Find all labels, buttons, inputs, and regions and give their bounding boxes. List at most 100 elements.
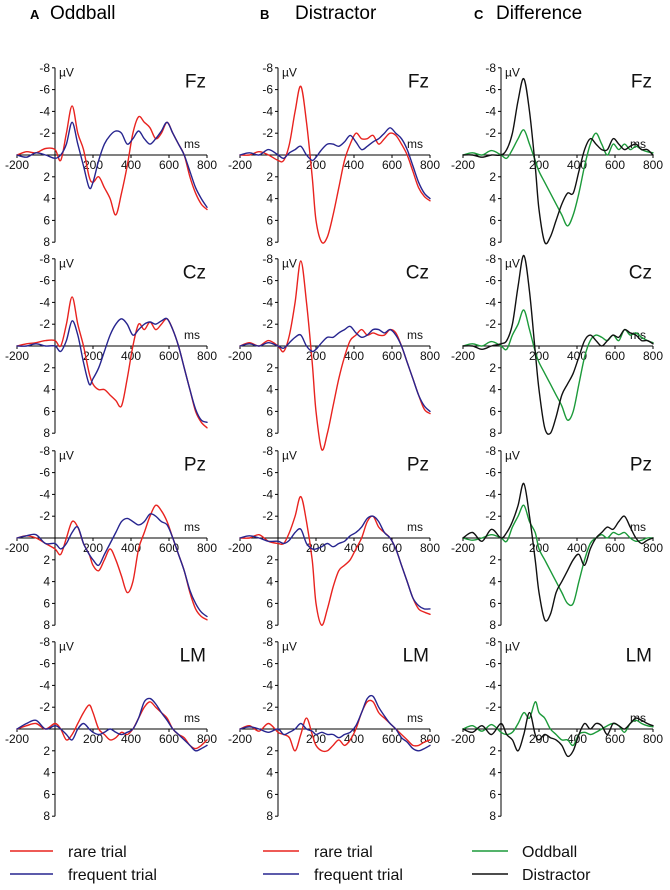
y-tick-label: -2 [39, 509, 50, 523]
y-tick-label: -6 [39, 274, 50, 288]
electrode-label: Pz [184, 454, 206, 475]
y-tick-label: -4 [262, 295, 273, 309]
x-unit-label: ms [630, 520, 646, 534]
y-tick-label: 8 [266, 426, 273, 440]
x-tick-label: 200 [83, 732, 103, 746]
y-tick-label: 4 [266, 766, 273, 780]
y-tick-label: 2 [266, 744, 273, 758]
y-tick-label: 6 [266, 213, 273, 227]
y-tick-label: -8 [262, 635, 273, 649]
series-line-frequent-trial-distractor-fz [239, 127, 431, 200]
y-tick-label: 8 [43, 618, 50, 632]
y-unit-label: µV [282, 449, 297, 463]
x-tick-label: -200 [228, 541, 252, 555]
x-tick-label: 400 [344, 541, 364, 555]
y-tick-label: 4 [43, 575, 50, 589]
series-line-frequent-trial-oddball-pz [16, 513, 208, 618]
electrode-label: Fz [185, 71, 206, 92]
y-tick-label: 8 [266, 618, 273, 632]
y-tick-label: 4 [489, 766, 496, 780]
x-unit-label: ms [184, 328, 200, 342]
y-tick-label: 2 [43, 553, 50, 567]
column-b-title: Distractor [295, 3, 377, 24]
y-tick-label: -6 [39, 466, 50, 480]
y-tick-label: 2 [43, 361, 50, 375]
x-tick-label: -200 [5, 732, 29, 746]
legend-oddball-column: rare trial frequent trial [10, 844, 157, 884]
y-tick-label: 4 [43, 766, 50, 780]
series-line-frequent-trial-distractor-pz [239, 515, 431, 610]
legend-label-oddball: Oddball [522, 844, 577, 861]
y-tick-label: -2 [262, 317, 273, 331]
series-line-distractor-difference-lm [462, 711, 654, 758]
y-tick-label: -8 [262, 252, 273, 266]
y-tick-label: -2 [485, 317, 496, 331]
y-tick-label: -8 [262, 444, 273, 458]
y-tick-label: -2 [485, 700, 496, 714]
y-tick-label: 6 [266, 596, 273, 610]
y-tick-label: -4 [39, 295, 50, 309]
y-tick-label: -8 [39, 635, 50, 649]
x-tick-label: 600 [382, 541, 402, 555]
x-tick-label: -200 [451, 158, 475, 172]
y-tick-label: 4 [266, 383, 273, 397]
x-unit-label: ms [407, 137, 423, 151]
electrode-label: Pz [630, 454, 652, 475]
x-tick-label: 600 [382, 732, 402, 746]
y-tick-label: 8 [489, 809, 496, 823]
y-tick-label: 2 [43, 744, 50, 758]
x-tick-label: -200 [228, 349, 252, 363]
y-unit-label: µV [505, 640, 520, 654]
electrode-label: Cz [406, 262, 429, 283]
y-tick-label: -4 [485, 104, 496, 118]
legend-label-rare-trial: rare trial [314, 844, 373, 861]
y-tick-label: -6 [39, 83, 50, 97]
x-tick-label: 600 [605, 158, 625, 172]
series-line-distractor-difference-cz [462, 254, 654, 435]
y-tick-label: -6 [262, 274, 273, 288]
legend-label-frequent-trial: frequent trial [68, 867, 157, 884]
y-tick-label: 6 [266, 404, 273, 418]
y-tick-label: 6 [266, 787, 273, 801]
x-tick-label: 600 [605, 541, 625, 555]
x-tick-label: 800 [197, 349, 217, 363]
y-unit-label: µV [282, 66, 297, 80]
column-c-letter: C [474, 7, 484, 22]
x-tick-label: 400 [567, 541, 587, 555]
y-tick-label: -8 [485, 444, 496, 458]
y-tick-label: 4 [489, 383, 496, 397]
y-tick-label: 2 [266, 170, 273, 184]
x-tick-label: -200 [451, 732, 475, 746]
y-tick-label: 6 [43, 596, 50, 610]
x-tick-label: 600 [605, 732, 625, 746]
x-tick-label: 600 [605, 349, 625, 363]
y-tick-label: -2 [485, 126, 496, 140]
x-unit-label: ms [184, 137, 200, 151]
y-tick-label: -4 [39, 487, 50, 501]
legend-label-frequent-trial: frequent trial [314, 867, 403, 884]
y-tick-label: 4 [489, 575, 496, 589]
y-tick-label: 8 [489, 235, 496, 249]
x-tick-label: 800 [197, 541, 217, 555]
x-tick-label: 400 [121, 541, 141, 555]
series-line-frequent-trial-oddball-fz [16, 121, 208, 208]
x-tick-label: -200 [451, 349, 475, 363]
x-tick-label: 200 [306, 349, 326, 363]
y-tick-label: -4 [485, 487, 496, 501]
y-tick-label: 4 [43, 192, 50, 206]
y-tick-label: 4 [489, 192, 496, 206]
panel-distractor-cz: -8 -6 -4 -2 2 4 6 8 -200 200 400 600 800 µV ms Cz [228, 252, 440, 440]
electrode-label: LM [180, 645, 206, 666]
y-tick-label: 4 [266, 192, 273, 206]
x-tick-label: -200 [228, 158, 252, 172]
x-tick-label: 800 [643, 158, 663, 172]
y-tick-label: 8 [489, 618, 496, 632]
y-tick-label: -4 [262, 678, 273, 692]
y-tick-label: 8 [489, 426, 496, 440]
y-unit-label: µV [59, 449, 74, 463]
x-unit-label: ms [407, 328, 423, 342]
